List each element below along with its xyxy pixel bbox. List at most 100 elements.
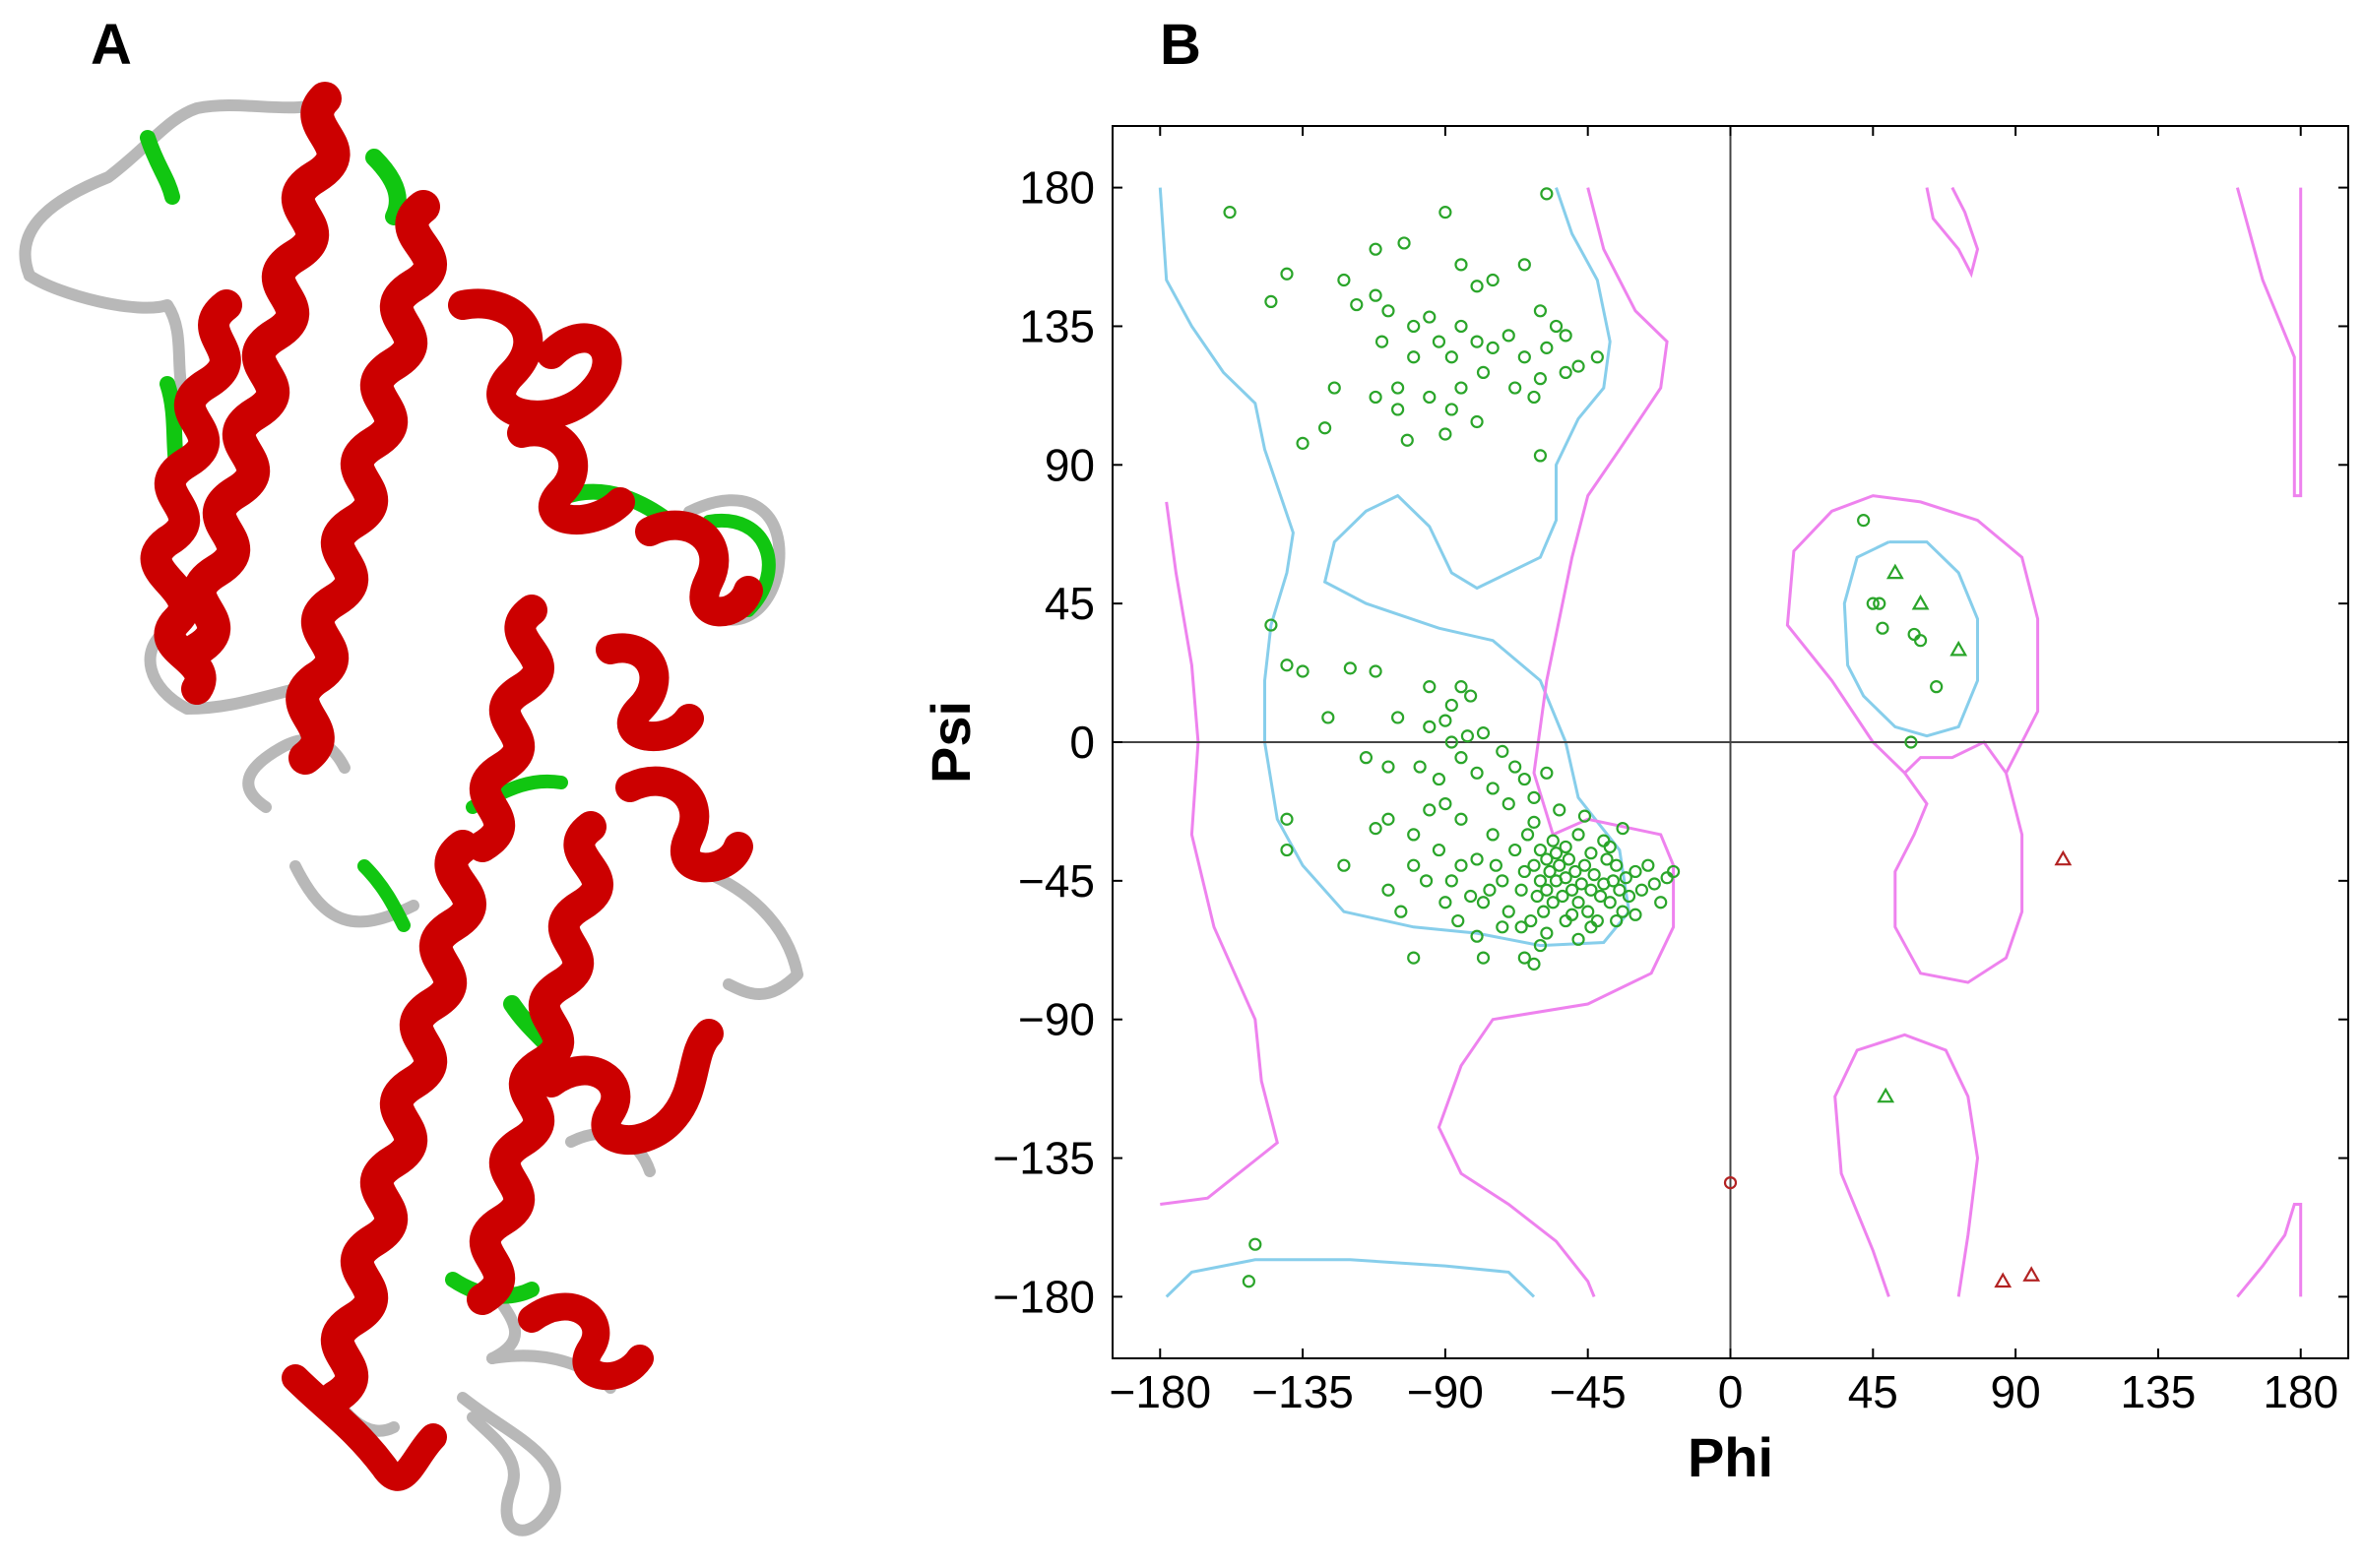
- contour-lines: [1158, 186, 2303, 1298]
- residue-point: [1629, 864, 1642, 879]
- residue-point: [1432, 772, 1446, 786]
- contour-line-2: [1842, 540, 1979, 738]
- residue-point: [1559, 365, 1572, 379]
- residue-point: [1489, 858, 1502, 872]
- residue-point: [1359, 751, 1374, 765]
- residue-point: [1647, 877, 1661, 891]
- contour-line-7: [1925, 186, 1980, 279]
- residue-point: [1454, 319, 1468, 334]
- residue-point: [1407, 350, 1421, 364]
- residue-point: [1476, 726, 1491, 740]
- residue-point: [1454, 258, 1468, 272]
- turn-segment: [357, 859, 411, 932]
- residue-point: [1593, 889, 1608, 904]
- residue-point: [1369, 664, 1382, 678]
- residue-point: [1517, 772, 1531, 786]
- residue-point: [1597, 834, 1611, 847]
- plot-axes: [1112, 125, 2349, 1359]
- residue-point: [1451, 913, 1465, 928]
- coil-segment: [144, 624, 301, 715]
- residue-point: [1381, 304, 1395, 318]
- residue-point: [1483, 883, 1497, 897]
- residue-point: [1571, 828, 1585, 842]
- contour-line-9: [2236, 1203, 2303, 1298]
- residue-point: [1476, 951, 1491, 965]
- residue-point: [1913, 634, 1928, 648]
- helix: [180, 82, 351, 666]
- residue-point: [1546, 896, 1560, 909]
- contour-line-5: [1893, 740, 2024, 984]
- residue-point: [1619, 871, 1632, 885]
- residue-point: [1350, 297, 1364, 312]
- residue-point: [1603, 896, 1617, 909]
- residue-point: [1438, 427, 1452, 441]
- residue-point: [1584, 883, 1598, 897]
- residue-point: [1641, 858, 1655, 872]
- residue-point: [1571, 359, 1585, 373]
- residue-point: [1454, 680, 1468, 694]
- residue-point: [1476, 365, 1491, 379]
- residue-point: [1501, 905, 1515, 918]
- residue-point: [1444, 735, 1458, 749]
- data-points: [1223, 187, 2073, 1288]
- y-tick-label: 90: [1045, 439, 1095, 490]
- helix: [140, 289, 242, 705]
- residue-point: [1527, 815, 1541, 829]
- residue-point: [1537, 905, 1551, 918]
- residue-point: [1476, 896, 1491, 909]
- residue-point: [1407, 951, 1421, 965]
- residue-point: [1866, 596, 1880, 610]
- residue-point: [1400, 433, 1414, 447]
- residue-point: [1876, 621, 1889, 635]
- residue-point: [1540, 766, 1554, 780]
- panel-label-b: B: [1160, 13, 1201, 77]
- x-tick-label: −180: [1109, 1366, 1211, 1417]
- residue-point: [1590, 350, 1604, 364]
- residue-point: [1571, 932, 1585, 946]
- residue-point: [1248, 1237, 1262, 1251]
- residue-point: [1581, 905, 1595, 918]
- helix: [537, 1019, 724, 1156]
- residue-point: [1533, 843, 1548, 857]
- x-tick-label: −135: [1251, 1366, 1354, 1417]
- x-tick-label: 45: [1848, 1366, 1898, 1417]
- residue-point: [1527, 390, 1541, 405]
- residue-point: [1606, 874, 1621, 888]
- residue-point: [1381, 812, 1395, 826]
- residue-point: [1369, 822, 1382, 836]
- residue-point: [1517, 258, 1531, 272]
- residue-point: [1577, 809, 1592, 823]
- helix: [635, 510, 763, 627]
- turn-segment: [140, 130, 180, 205]
- residue-point-triangle: [2022, 1266, 2041, 1282]
- y-tick-label: 135: [1019, 300, 1095, 351]
- residue-point: [1486, 273, 1500, 287]
- residue-point: [1264, 294, 1278, 309]
- residue-point: [1444, 698, 1458, 713]
- residue-point: [1660, 871, 1674, 885]
- residue-point: [1454, 858, 1468, 872]
- residue-point: [1549, 847, 1564, 860]
- x-tick-label: 0: [1718, 1366, 1744, 1417]
- coil-segment: [457, 1392, 561, 1537]
- x-tick-label: −45: [1550, 1366, 1627, 1417]
- residue-point: [1553, 803, 1566, 817]
- y-tick-label: −135: [992, 1133, 1095, 1184]
- residue-point: [1514, 920, 1528, 934]
- residue-point: [1508, 760, 1522, 774]
- residue-point-triangle: [1877, 1087, 1895, 1103]
- helix: [596, 633, 704, 752]
- residue-point: [1603, 840, 1617, 854]
- contour-line-4: [1437, 187, 1676, 1297]
- residue-point: [1381, 760, 1395, 774]
- residue-point: [1610, 913, 1624, 928]
- residue-point: [1629, 908, 1642, 921]
- residue-point: [1600, 852, 1614, 866]
- residue-point: [1460, 729, 1475, 743]
- residue-point: [1517, 951, 1531, 965]
- residue-point: [1438, 714, 1452, 727]
- residue-point: [1508, 381, 1522, 395]
- residue-point: [1454, 381, 1468, 395]
- residue-point: [1343, 661, 1357, 675]
- x-tick-label: 180: [2263, 1366, 2338, 1417]
